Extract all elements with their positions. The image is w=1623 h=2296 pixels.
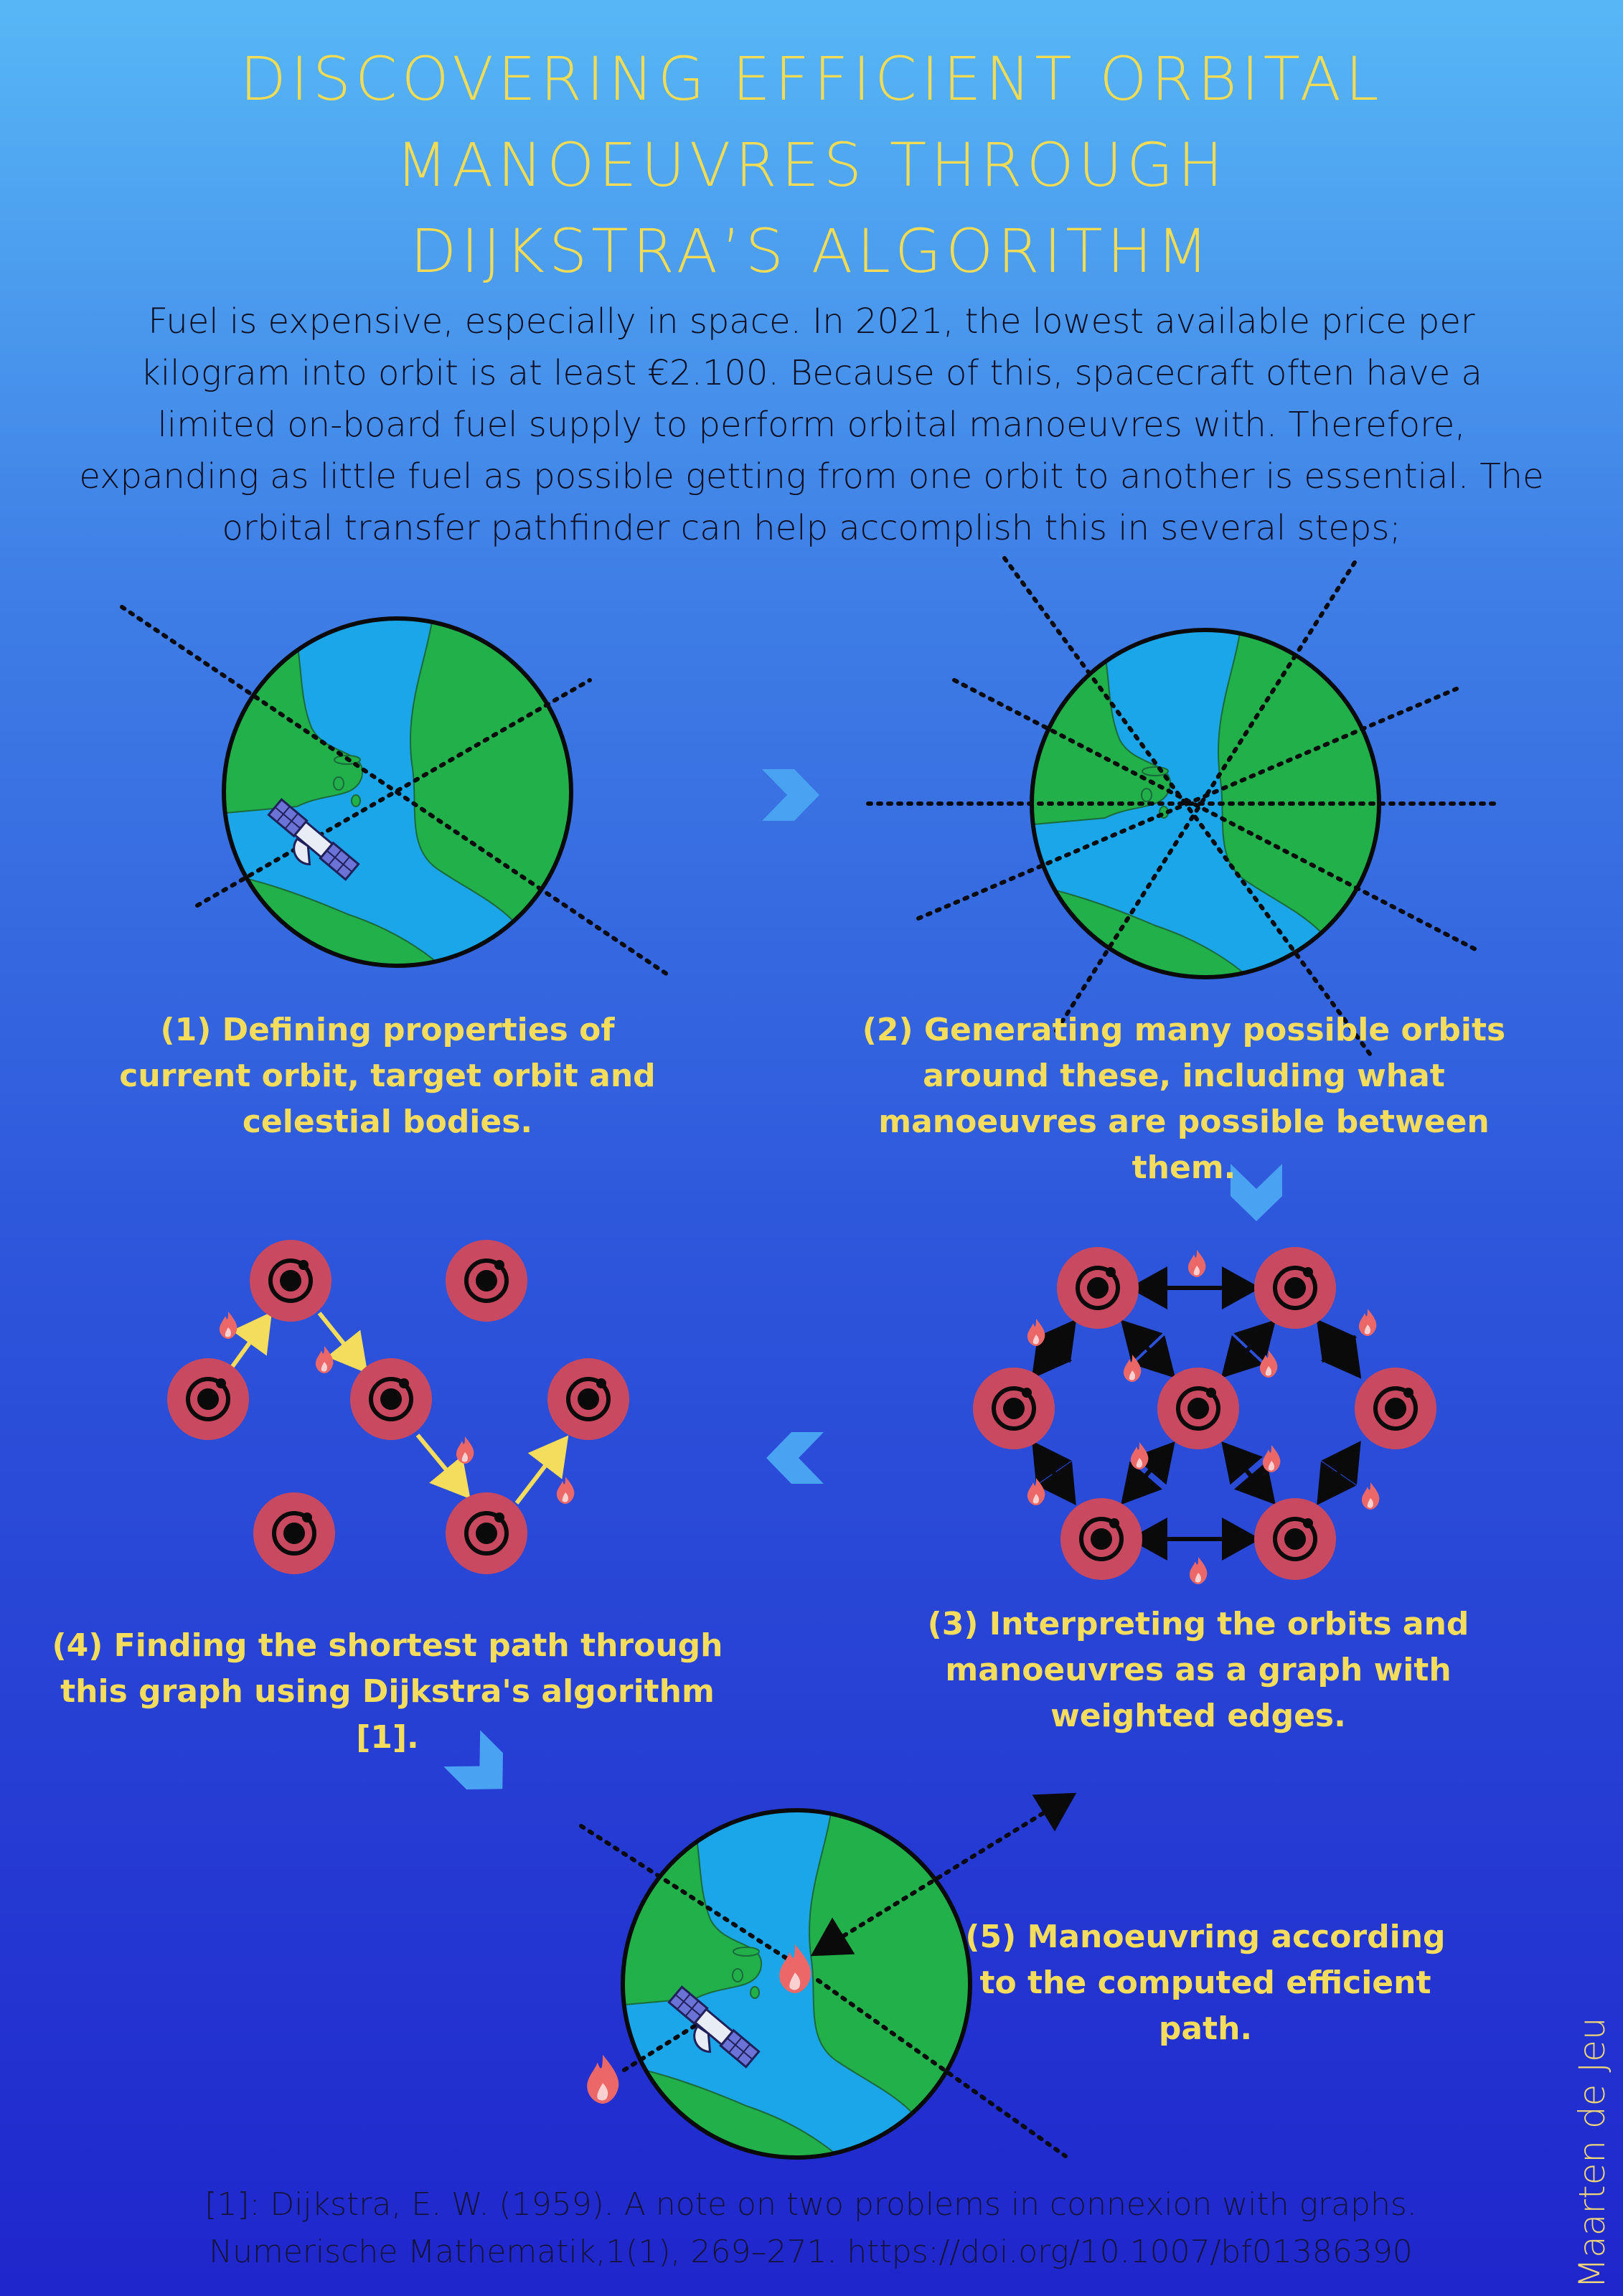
step-5-text: (5) Manoeuvring according to the compute… <box>965 1919 1446 2047</box>
chevron-arrow-icon <box>762 769 819 821</box>
flame-icon <box>587 2054 619 2104</box>
flame-icon <box>1027 1478 1045 1505</box>
orbit-node-icon <box>167 1358 249 1440</box>
reference-line-1: [1]: Dijkstra, E. W. (1959). A note on t… <box>204 2186 1417 2223</box>
flame-icon <box>1189 1557 1208 1584</box>
flame-icon <box>1130 1442 1149 1469</box>
flame-icon <box>1187 1250 1206 1277</box>
flame-icon <box>456 1436 474 1464</box>
flame-icon <box>556 1477 575 1504</box>
author-credit: Maarten de Jeu <box>1571 2017 1613 2289</box>
planet-icon <box>120 605 669 979</box>
flame-icon <box>315 1346 334 1373</box>
orbit-node-icon <box>350 1358 432 1440</box>
title-line-2: MANOEUVRES THROUGH <box>395 130 1228 200</box>
orbit-node-icon <box>1254 1247 1336 1329</box>
reference-citation: [1]: Dijkstra, E. W. (1959). A note on t… <box>72 2181 1550 2276</box>
shortest-path-graph <box>167 1240 629 1574</box>
orbit-node-icon <box>253 1492 335 1574</box>
orbit-node-icon <box>973 1368 1055 1449</box>
flame-icon <box>1358 1309 1377 1336</box>
step-4-text: (4) Finding the shortest path through th… <box>52 1627 723 1756</box>
orbit-node-icon <box>1057 1247 1139 1329</box>
flame-icon <box>1262 1445 1281 1472</box>
orbit-node-icon <box>1060 1498 1142 1580</box>
flame-icon <box>1123 1355 1142 1382</box>
planet-icon <box>579 1792 1077 2170</box>
planet-icon <box>866 556 1502 1057</box>
step-2-text: (2) Generating many possible orbits arou… <box>862 1012 1506 1186</box>
step-3-text: (3) Interpreting the orbits and manoeuvr… <box>927 1606 1469 1734</box>
orbit-node-icon <box>250 1240 331 1322</box>
orbit-node-icon <box>1157 1368 1239 1449</box>
weighted-graph <box>973 1247 1436 1584</box>
orbit-node-icon <box>446 1492 527 1574</box>
flame-icon <box>1027 1319 1045 1346</box>
reference-line-2: Numerische Mathematik,1(1), 269–271. htt… <box>209 2234 1413 2270</box>
page-title: DISCOVERING EFFICIENT ORBITAL MANOEUVRES… <box>43 36 1580 294</box>
title-line-1: DISCOVERING EFFICIENT ORBITAL <box>240 44 1383 114</box>
chevron-arrow-icon <box>766 1432 824 1484</box>
flame-icon <box>1361 1482 1380 1510</box>
orbit-node-icon <box>547 1358 629 1440</box>
title-line-3: DIJKSTRA’S ALGORITHM <box>410 216 1213 286</box>
flame-icon <box>1259 1350 1278 1378</box>
orbit-node-icon <box>446 1240 527 1322</box>
intro-paragraph: Fuel is expensive, especially in space. … <box>79 301 1544 548</box>
step-1-text: (1) Defining properties of current orbit… <box>119 1012 656 1140</box>
orbit-node-icon <box>1254 1498 1336 1580</box>
orbit-node-icon <box>1355 1368 1436 1449</box>
flame-icon <box>219 1312 237 1339</box>
